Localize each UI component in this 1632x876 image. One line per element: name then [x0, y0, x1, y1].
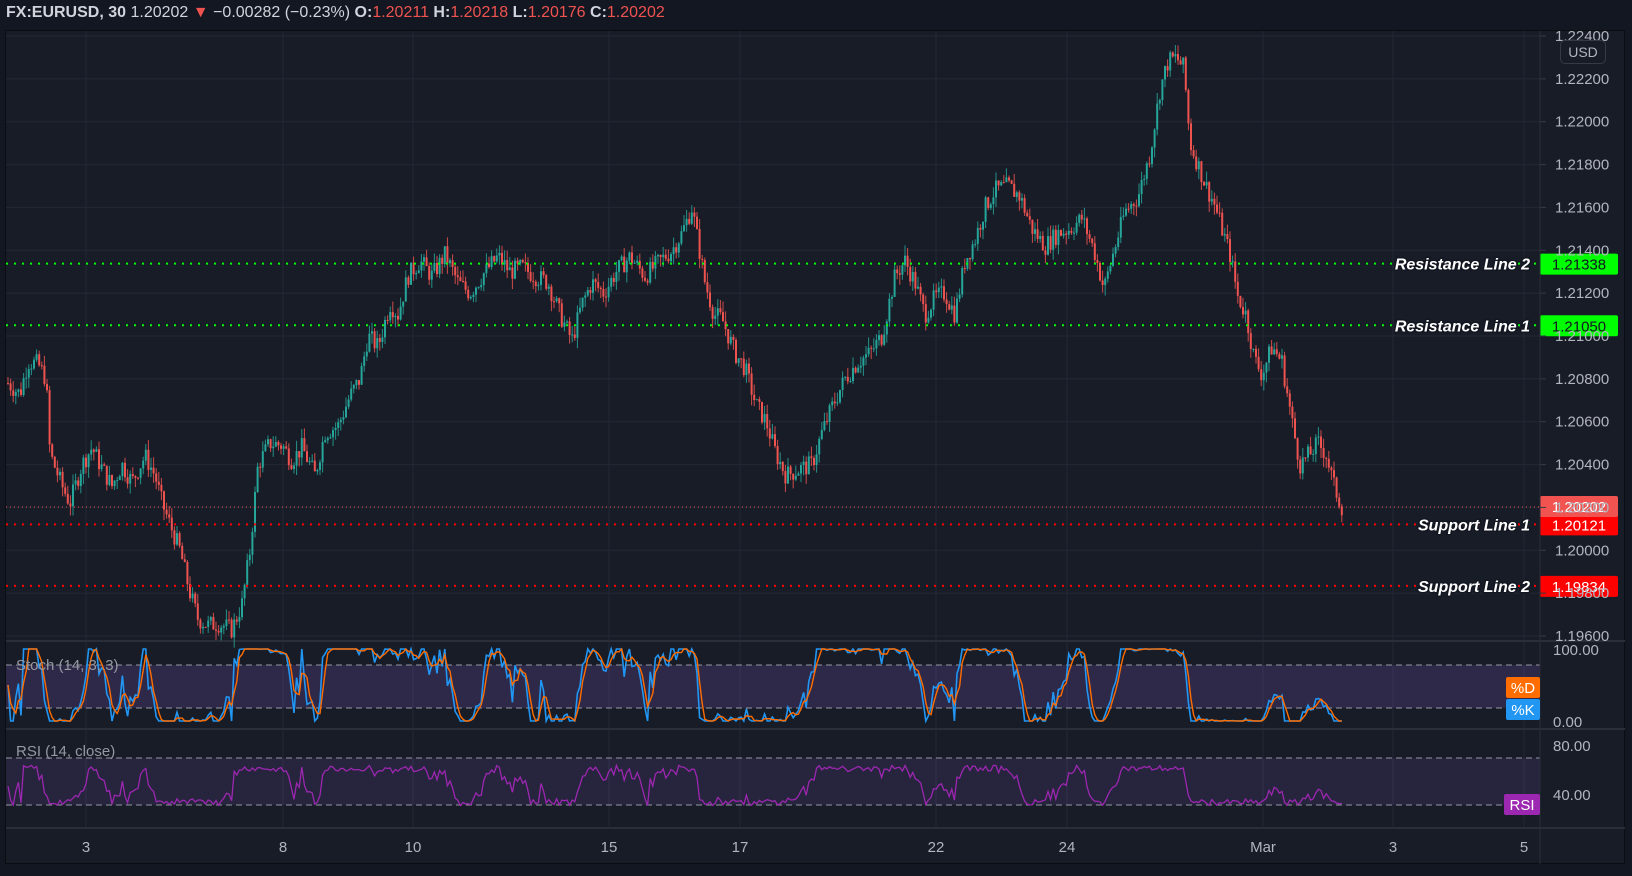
level-label: Support Line 1: [1418, 517, 1530, 534]
indicator-tick: 80.00: [1553, 738, 1591, 755]
symbol-name: FX:EURUSD, 30: [6, 4, 127, 21]
high-value: 1.20218: [450, 4, 509, 21]
open-value: 1.20211: [372, 4, 429, 21]
svg-text:1.21050: 1.21050: [1552, 318, 1606, 335]
current-price-badge: [1540, 496, 1618, 517]
price-tick: 1.21200: [1555, 285, 1609, 302]
axes[interactable]: 1.224001.222001.220001.218001.216001.214…: [82, 28, 1609, 864]
symbol-legend: FX:EURUSD, 30 1.20202 ▼ −0.00282 (−0.23%…: [6, 4, 665, 22]
close-value: 1.20202: [606, 4, 665, 21]
level-price-badge: [1540, 315, 1618, 337]
svg-text:1.20202: 1.20202: [1552, 499, 1606, 516]
indicator-bands: [6, 664, 1540, 806]
level-label: Resistance Line 2: [1395, 257, 1530, 274]
price-tick: 1.20600: [1555, 414, 1609, 431]
close-label: C:: [590, 4, 607, 21]
svg-text:1.19834: 1.19834: [1552, 579, 1606, 596]
level-label: Support Line 2: [1418, 579, 1530, 596]
price-tick: 1.19600: [1555, 628, 1609, 645]
low-label: L:: [512, 4, 528, 21]
price-tick: 1.21400: [1555, 242, 1609, 259]
indicator-tick: 100.00: [1553, 642, 1599, 659]
grid-lines: [6, 31, 1625, 829]
price-tick: 1.20800: [1555, 371, 1609, 388]
price-tick: 1.22000: [1555, 114, 1609, 131]
indicator-tick: 0.00: [1553, 714, 1582, 731]
rsi-title[interactable]: RSI (14, close): [16, 743, 115, 760]
level-label: Resistance Line 1: [1395, 318, 1530, 335]
level-price-badge: [1540, 253, 1618, 275]
price-tick: 1.20200: [1555, 499, 1609, 516]
indicator-tick: 40.00: [1553, 787, 1591, 804]
level-price-badge: [1540, 514, 1618, 536]
time-tick: 17: [732, 839, 749, 856]
stoch-k-badge: %K: [1511, 702, 1534, 719]
open-label: O:: [354, 4, 373, 21]
price-change: −0.00282 (−0.23%): [213, 4, 351, 21]
time-tick: 8: [279, 839, 287, 856]
time-tick: 3: [1389, 839, 1397, 856]
last-price: 1.20202: [130, 4, 189, 21]
price-tick: 1.20000: [1555, 542, 1609, 559]
time-tick: 3: [82, 839, 90, 856]
price-tick: 1.21600: [1555, 199, 1609, 216]
rsi-badge: RSI: [1509, 797, 1534, 814]
low-value: 1.20176: [527, 4, 586, 21]
time-tick: Mar: [1250, 839, 1276, 856]
svg-text:1.21338: 1.21338: [1552, 257, 1606, 274]
high-label: H:: [433, 4, 451, 21]
time-tick: 22: [928, 839, 945, 856]
time-tick: 15: [601, 839, 618, 856]
stoch-title[interactable]: Stoch (14, 3, 3): [16, 657, 119, 674]
svg-text:1.20121: 1.20121: [1552, 517, 1606, 534]
price-tick: 1.19800: [1555, 585, 1609, 602]
level-lines[interactable]: Resistance Line 2 1.21338 Resistance Line …: [6, 253, 1618, 597]
currency-button[interactable]: USD: [1560, 40, 1606, 64]
level-price-badge: [1540, 575, 1618, 597]
price-tick: 1.21000: [1555, 328, 1609, 345]
chart-frame[interactable]: [5, 30, 1625, 864]
time-tick: 5: [1520, 839, 1528, 856]
price-tick: 1.20400: [1555, 457, 1609, 474]
price-tick: 1.22200: [1555, 71, 1609, 88]
stoch-d-badge: %D: [1511, 680, 1535, 697]
triangle-down-icon: ▼: [192, 4, 209, 21]
candlesticks: [7, 45, 1343, 648]
indicator-lines: Stoch (14, 3, 3) RSI (14, close): [7, 646, 1342, 807]
time-tick: 10: [405, 839, 422, 856]
price-tick: 1.21800: [1555, 157, 1609, 174]
time-tick: 24: [1059, 839, 1076, 856]
